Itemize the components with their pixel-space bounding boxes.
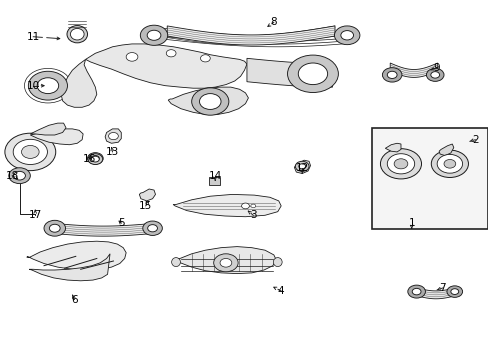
Polygon shape — [175, 247, 276, 274]
Polygon shape — [167, 26, 334, 45]
Circle shape — [220, 258, 231, 267]
Text: 3: 3 — [249, 210, 256, 220]
Circle shape — [443, 159, 455, 168]
Polygon shape — [246, 58, 332, 87]
Circle shape — [334, 26, 359, 45]
Circle shape — [191, 88, 228, 115]
Circle shape — [211, 179, 218, 184]
Polygon shape — [51, 223, 155, 236]
Circle shape — [108, 132, 118, 140]
Circle shape — [426, 68, 443, 81]
Circle shape — [91, 156, 99, 161]
Polygon shape — [168, 87, 248, 114]
Circle shape — [126, 53, 138, 61]
Circle shape — [386, 154, 414, 174]
Circle shape — [200, 55, 210, 62]
Polygon shape — [173, 194, 281, 217]
Bar — [371, 128, 487, 229]
Circle shape — [49, 224, 60, 232]
Text: 8: 8 — [270, 17, 277, 27]
Polygon shape — [389, 63, 437, 77]
Circle shape — [295, 161, 308, 171]
Circle shape — [340, 31, 353, 40]
Polygon shape — [294, 160, 310, 174]
Circle shape — [430, 150, 468, 177]
Circle shape — [140, 25, 167, 45]
Circle shape — [14, 171, 25, 180]
Polygon shape — [139, 189, 155, 201]
Text: 13: 13 — [105, 147, 119, 157]
Circle shape — [287, 55, 338, 93]
Polygon shape — [30, 129, 83, 145]
Circle shape — [430, 72, 439, 78]
Polygon shape — [61, 59, 97, 107]
Circle shape — [5, 133, 56, 171]
Circle shape — [87, 153, 103, 164]
Circle shape — [241, 203, 249, 209]
Polygon shape — [30, 123, 66, 135]
Polygon shape — [105, 129, 121, 143]
Polygon shape — [85, 44, 246, 88]
Circle shape — [393, 159, 407, 169]
Circle shape — [298, 63, 327, 85]
Circle shape — [13, 139, 47, 165]
Circle shape — [28, 71, 67, 100]
Circle shape — [380, 149, 421, 179]
Polygon shape — [438, 144, 453, 156]
Circle shape — [407, 285, 425, 298]
Text: 18: 18 — [5, 171, 19, 181]
Polygon shape — [414, 287, 456, 299]
Circle shape — [450, 289, 458, 294]
Ellipse shape — [171, 258, 180, 266]
Text: 11: 11 — [26, 32, 40, 42]
Circle shape — [199, 94, 221, 109]
Text: 14: 14 — [208, 171, 222, 181]
Bar — [209, 177, 220, 185]
Circle shape — [382, 68, 401, 82]
Circle shape — [37, 78, 59, 94]
Text: 9: 9 — [432, 63, 439, 73]
Circle shape — [250, 204, 255, 208]
Text: 15: 15 — [139, 201, 152, 211]
Circle shape — [91, 156, 99, 162]
Circle shape — [147, 225, 157, 232]
Polygon shape — [27, 241, 126, 270]
Circle shape — [21, 145, 39, 158]
Ellipse shape — [67, 26, 87, 43]
Text: 5: 5 — [118, 218, 124, 228]
Circle shape — [436, 154, 462, 173]
Circle shape — [44, 220, 65, 236]
Circle shape — [9, 168, 30, 184]
Circle shape — [147, 30, 161, 40]
Circle shape — [213, 254, 238, 272]
Circle shape — [88, 154, 102, 165]
Text: 12: 12 — [295, 163, 308, 174]
Text: 4: 4 — [277, 286, 284, 296]
Text: 6: 6 — [71, 294, 78, 305]
Circle shape — [142, 221, 162, 235]
Polygon shape — [385, 143, 400, 152]
Text: 7: 7 — [438, 283, 445, 293]
Text: 2: 2 — [471, 135, 478, 145]
Polygon shape — [29, 254, 110, 281]
Circle shape — [166, 50, 176, 57]
Text: 16: 16 — [82, 154, 96, 164]
Circle shape — [411, 288, 420, 295]
Text: 17: 17 — [28, 210, 42, 220]
Text: 10: 10 — [27, 81, 40, 91]
Ellipse shape — [273, 258, 282, 266]
Circle shape — [386, 71, 396, 78]
Circle shape — [446, 286, 462, 297]
Ellipse shape — [70, 28, 84, 40]
Circle shape — [298, 164, 305, 169]
Text: 1: 1 — [407, 218, 414, 228]
